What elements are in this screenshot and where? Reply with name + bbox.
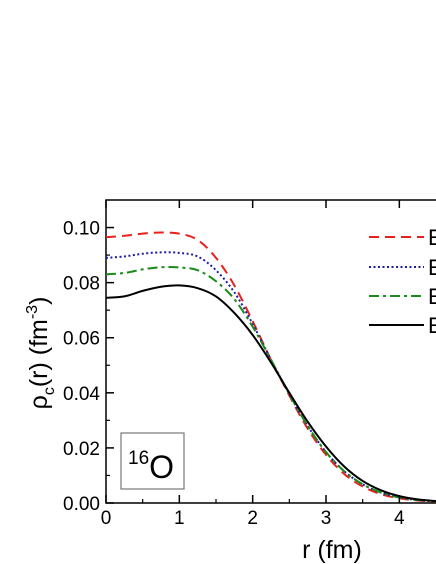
y-tick-label: 0.10: [63, 219, 100, 240]
series-line-4: [106, 284, 436, 503]
x-tick-label: 1: [174, 508, 185, 529]
series-layer: [106, 231, 436, 503]
y-tick-label: 0.02: [63, 439, 100, 460]
series-line-3: [106, 266, 436, 503]
axes-layer: 0 1 2 3 4 0.00 0.02 0.04 0.06 0.08 0.10: [63, 200, 405, 529]
y-axis-title-sup: -3: [24, 305, 41, 319]
x-tick-label: 3: [321, 508, 332, 529]
y-axis-title-base: ρ: [25, 395, 53, 409]
y-axis-title-mid: (r) (fm: [25, 319, 53, 387]
x-axis-title: r (fm): [302, 536, 362, 564]
annotation-label: 16O: [128, 448, 174, 485]
y-axis-title: ρc(r) (fm-3): [24, 297, 58, 410]
legend-label-3: E: [428, 284, 436, 309]
annotation-mass-number: 16: [128, 448, 149, 469]
plot-frame: [105, 199, 436, 504]
legend-label-4: E: [428, 313, 436, 338]
y-tick-label: 0.04: [63, 384, 100, 405]
legend-label-1: E: [428, 225, 436, 250]
series-line-1: [106, 231, 436, 503]
legend-label-2: E: [428, 255, 436, 280]
y-tick-label: 0.08: [63, 274, 100, 295]
x-tick-label: 2: [247, 508, 258, 529]
y-tick-label: 0.06: [63, 329, 100, 350]
y-axis-title-end: ): [25, 297, 53, 305]
y-tick-label: 0.00: [63, 494, 100, 515]
annotation-box: [120, 432, 185, 490]
annotation-element: O: [149, 449, 174, 485]
y-axis-title-sub: c: [41, 387, 58, 395]
x-tick-label: 0: [101, 508, 112, 529]
x-tick-label: 4: [394, 508, 405, 529]
